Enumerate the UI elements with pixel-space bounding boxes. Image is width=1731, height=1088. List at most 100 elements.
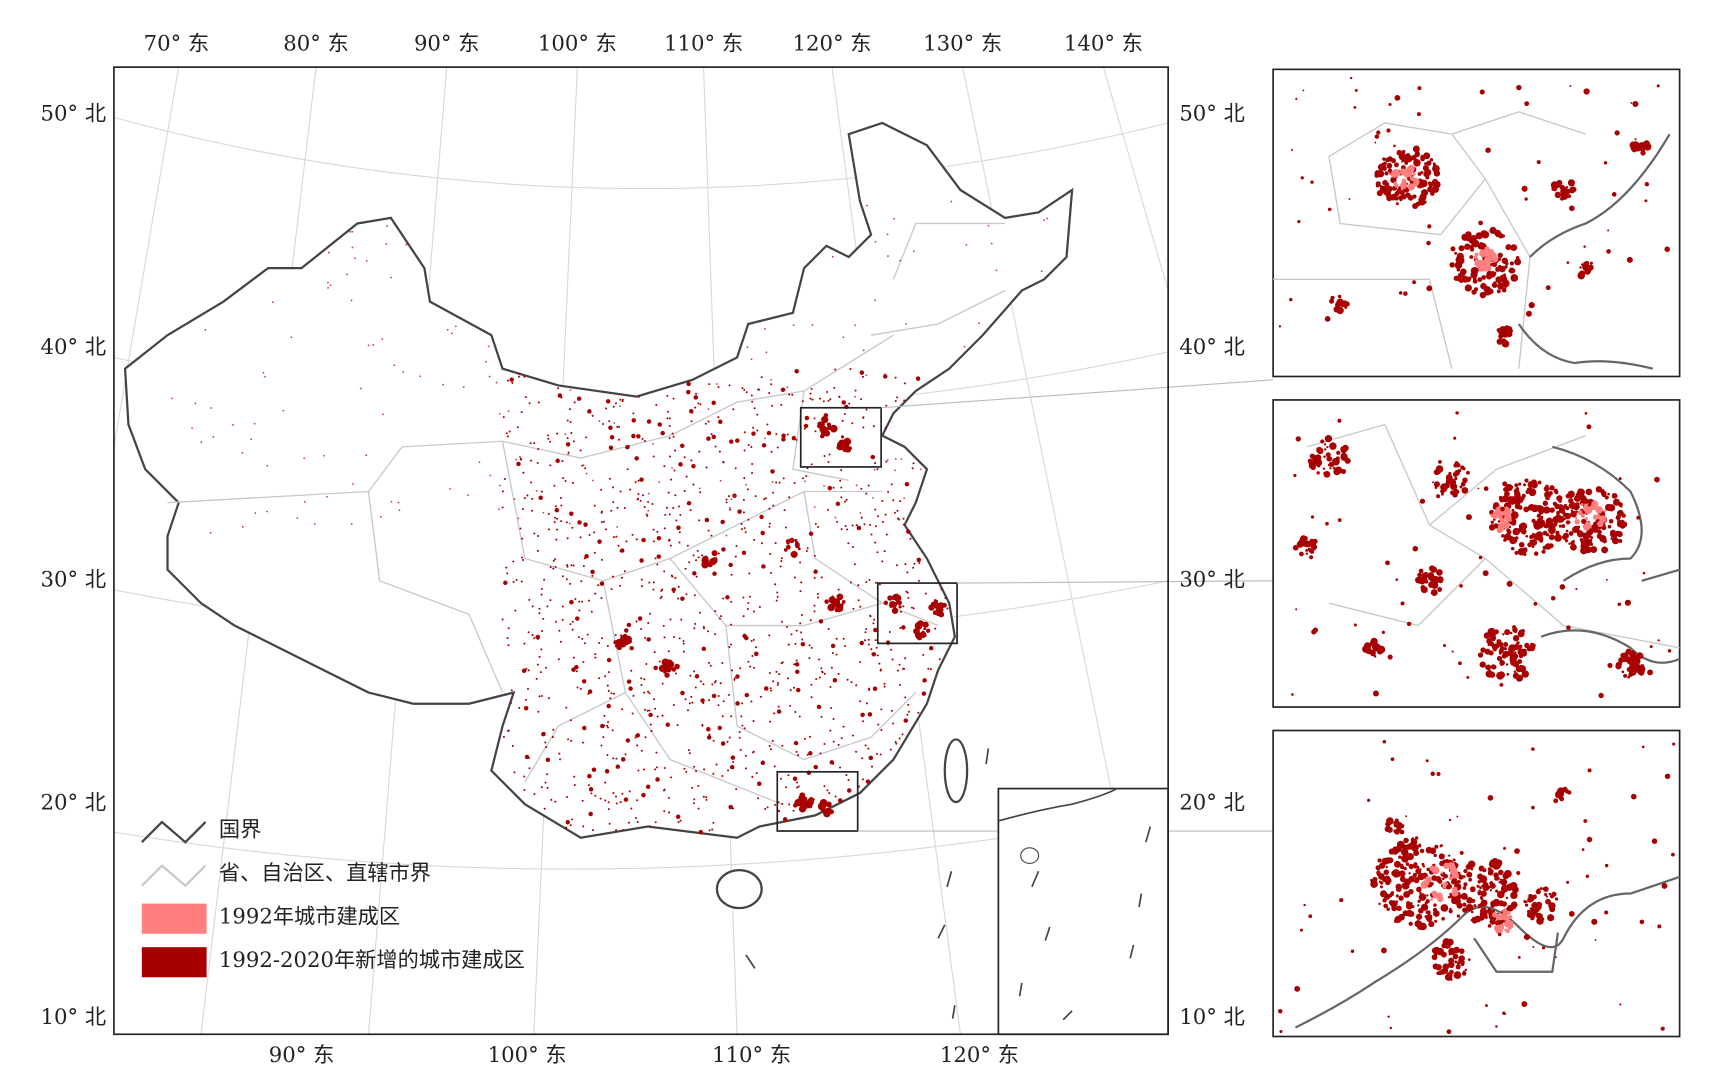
urban-dot	[1591, 918, 1598, 925]
urban-dot	[621, 400, 624, 403]
urban-dot	[739, 748, 742, 751]
urban-dot	[1496, 655, 1503, 662]
urban-dot	[666, 410, 669, 413]
urban-dot	[1537, 480, 1542, 485]
urban-dot	[841, 419, 844, 422]
urban-dot	[1531, 545, 1535, 549]
leader-line	[957, 580, 1274, 584]
urban-dot	[647, 690, 650, 693]
urban-dot	[1483, 267, 1487, 272]
urban-dot	[566, 537, 569, 540]
urban-dot	[507, 410, 510, 413]
urban-dot	[620, 757, 626, 762]
urban-dot	[883, 550, 886, 553]
urban-dot	[795, 438, 798, 441]
urban-dot	[1456, 815, 1459, 818]
urban-dot	[1447, 896, 1451, 899]
urban-dot	[1545, 533, 1550, 537]
urban-dot	[566, 419, 569, 422]
urban-dot	[1531, 504, 1539, 513]
urban-dot	[1439, 844, 1443, 848]
urban-dot	[1382, 179, 1388, 186]
urban-dot	[1480, 897, 1484, 901]
urban-dot	[591, 829, 595, 832]
urban-dot	[1506, 672, 1510, 676]
urban-dot	[608, 822, 611, 825]
urban-dot	[742, 511, 745, 514]
urban-dot	[692, 554, 695, 557]
urban-dot	[581, 600, 584, 603]
urban-dot	[1427, 186, 1433, 192]
urban-dot	[717, 416, 720, 419]
urban-dot	[1577, 488, 1585, 497]
urban-dot	[754, 495, 757, 498]
urban-dot	[799, 622, 802, 625]
urban-dot	[1499, 662, 1504, 667]
urban-dot	[547, 437, 550, 440]
urban-dot	[1398, 870, 1406, 878]
urban-dot	[644, 736, 647, 739]
urban-dot	[590, 569, 595, 575]
urban-dot	[565, 442, 571, 447]
urban-dot	[835, 501, 841, 507]
urban-dot	[822, 400, 825, 403]
urban-dot	[1421, 572, 1427, 579]
urban-dot	[636, 821, 639, 824]
urban-dot	[1633, 146, 1637, 150]
inset-beijing	[1272, 68, 1681, 378]
urban-dot	[654, 768, 657, 771]
urban-dot	[1474, 252, 1479, 257]
urban-dot	[554, 565, 557, 568]
urban-dot	[1580, 503, 1584, 507]
urban-dot	[647, 500, 650, 504]
urban-dot	[1491, 282, 1498, 288]
urban-dot	[1481, 912, 1486, 918]
urban-dot	[1568, 542, 1571, 546]
urban-dot	[266, 464, 269, 467]
urban-dot	[881, 560, 884, 563]
urban-dot	[587, 692, 590, 695]
urban-dot	[523, 642, 526, 645]
urban-dot	[1503, 273, 1507, 277]
urban-dot	[1442, 938, 1451, 946]
urban-dot	[518, 706, 521, 709]
urban-dot	[1514, 550, 1519, 555]
urban-dot	[565, 826, 568, 829]
urban-dot	[1426, 916, 1432, 923]
urban-dot	[711, 400, 716, 406]
urban-dot	[1570, 509, 1574, 512]
urban-dot	[844, 524, 847, 527]
urban-dot	[526, 687, 529, 690]
urban-dot	[878, 662, 881, 665]
urban-dot	[571, 481, 574, 484]
urban-dot	[707, 699, 711, 702]
urban-dot	[1536, 521, 1544, 529]
urban-dot	[1383, 161, 1387, 166]
urban-dot	[698, 611, 701, 614]
urban-dot	[906, 571, 909, 574]
urban-dot	[1431, 185, 1440, 193]
urban-dot	[1393, 860, 1401, 868]
urban-dot	[647, 622, 650, 625]
urban-dot	[1383, 903, 1388, 909]
urban-dot	[744, 692, 750, 698]
urban-dot	[631, 533, 634, 536]
urban-dot	[1517, 502, 1521, 505]
urban-dot	[607, 808, 610, 811]
urban-dot	[865, 702, 868, 705]
urban-dot	[1587, 524, 1592, 529]
urban-dot	[753, 666, 756, 669]
urban-dot	[1467, 958, 1471, 961]
urban-dot	[1504, 490, 1510, 497]
urban-dot	[533, 532, 536, 535]
urban-dot	[1370, 650, 1374, 654]
urban-dot	[1449, 969, 1454, 975]
urban-dot	[785, 539, 791, 544]
urban-dot	[1583, 503, 1588, 507]
urban-dot	[462, 386, 465, 388]
urban-dot	[855, 524, 858, 527]
urban-dot	[1607, 492, 1610, 496]
nine-dash-line	[1018, 826, 1152, 1021]
urban-dot	[515, 458, 517, 461]
urban-dot	[1529, 539, 1533, 543]
